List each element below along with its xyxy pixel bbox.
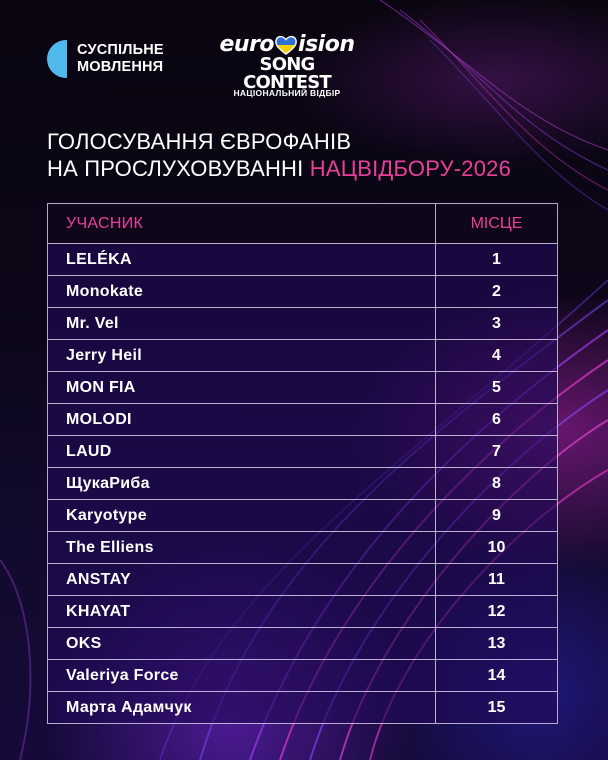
table-row: ANSTAY 11 (48, 563, 557, 595)
participant-name: ЩукаРиба (48, 468, 436, 499)
table-row: Karyotype 9 (48, 499, 557, 531)
table-row: KHAYAT 12 (48, 595, 557, 627)
table-row: OKS 13 (48, 627, 557, 659)
participant-place: 9 (492, 506, 501, 524)
participant-name: MON FIA (48, 372, 436, 403)
participant-name: The Elliens (48, 532, 436, 563)
participant-name: Jerry Heil (48, 340, 436, 371)
column-header-participant: УЧАСНИК (48, 204, 436, 243)
page-title: ГОЛОСУВАННЯ ЄВРОФАНІВ НА ПРОСЛУХОВУВАННІ… (47, 128, 511, 182)
participant-name: LELÉKA (48, 244, 436, 275)
participant-place: 11 (488, 570, 505, 588)
eurovision-word-right: ision (298, 32, 355, 57)
participant-name: OKS (48, 628, 436, 659)
participant-place: 6 (492, 410, 501, 428)
table-row: MOLODI 6 (48, 403, 557, 435)
eurovision-word-left: euro (219, 32, 275, 57)
table-row: ЩукаРиба 8 (48, 467, 557, 499)
participant-name: Monokate (48, 276, 436, 307)
title-line1: ГОЛОСУВАННЯ ЄВРОФАНІВ (47, 129, 352, 154)
participant-place: 2 (492, 282, 501, 300)
table-row: Mr. Vel 3 (48, 307, 557, 339)
participant-place: 13 (487, 634, 506, 652)
table-row: MON FIA 5 (48, 371, 557, 403)
suspilne-logo: СУСПІЛЬНЕ МОВЛЕННЯ (47, 40, 164, 78)
participant-place: 10 (487, 538, 506, 556)
participant-name: LAUD (48, 436, 436, 467)
participant-name: Karyotype (48, 500, 436, 531)
table-row: Valeriya Force 14 (48, 659, 557, 691)
participant-name: Марта Адамчук (48, 692, 436, 723)
page-header: СУСПІЛЬНЕ МОВЛЕННЯ euro ision SONG CONTE… (0, 0, 608, 200)
national-selection-subtitle: НАЦІОНАЛЬНИЙ ВІДБІР (233, 88, 341, 98)
participant-name: Mr. Vel (48, 308, 436, 339)
table-row: LAUD 7 (48, 435, 557, 467)
eurovision-logo: euro ision SONG CONTEST (214, 34, 360, 92)
participant-place: 12 (487, 602, 506, 620)
participant-name: MOLODI (48, 404, 436, 435)
column-header-place: МІСЦЕ (470, 214, 523, 232)
suspilne-half-circle-icon (47, 40, 67, 78)
ukraine-heart-icon (275, 35, 297, 55)
participant-name: Valeriya Force (48, 660, 436, 691)
participant-place: 1 (492, 250, 501, 268)
participant-place: 15 (487, 698, 506, 716)
participant-place: 14 (487, 666, 506, 684)
participant-name: ANSTAY (48, 564, 436, 595)
table-row: The Elliens 10 (48, 531, 557, 563)
participant-place: 7 (492, 442, 501, 460)
song-contest-text: SONG CONTEST (243, 54, 332, 93)
participant-place: 3 (492, 314, 501, 332)
participant-name: KHAYAT (48, 596, 436, 627)
participant-place: 8 (492, 474, 501, 492)
table-row: Monokate 2 (48, 275, 557, 307)
title-line2-plain: НА ПРОСЛУХОВУВАННІ (47, 156, 310, 181)
table-row: Марта Адамчук 15 (48, 691, 557, 723)
table-row: Jerry Heil 4 (48, 339, 557, 371)
participant-place: 4 (492, 346, 501, 364)
title-line2-accent: НАЦВІДБОРУ-2026 (309, 156, 512, 181)
suspilne-logo-line1: СУСПІЛЬНЕ (77, 42, 164, 58)
suspilne-logo-line2: МОВЛЕННЯ (77, 59, 164, 75)
participant-place: 5 (492, 378, 501, 396)
results-table: УЧАСНИК МІСЦЕ LELÉKA 1 Monokate 2 Mr. Vel 3… (47, 203, 558, 724)
table-row: LELÉKA 1 (48, 243, 557, 275)
table-header-row: УЧАСНИК МІСЦЕ (48, 204, 557, 243)
